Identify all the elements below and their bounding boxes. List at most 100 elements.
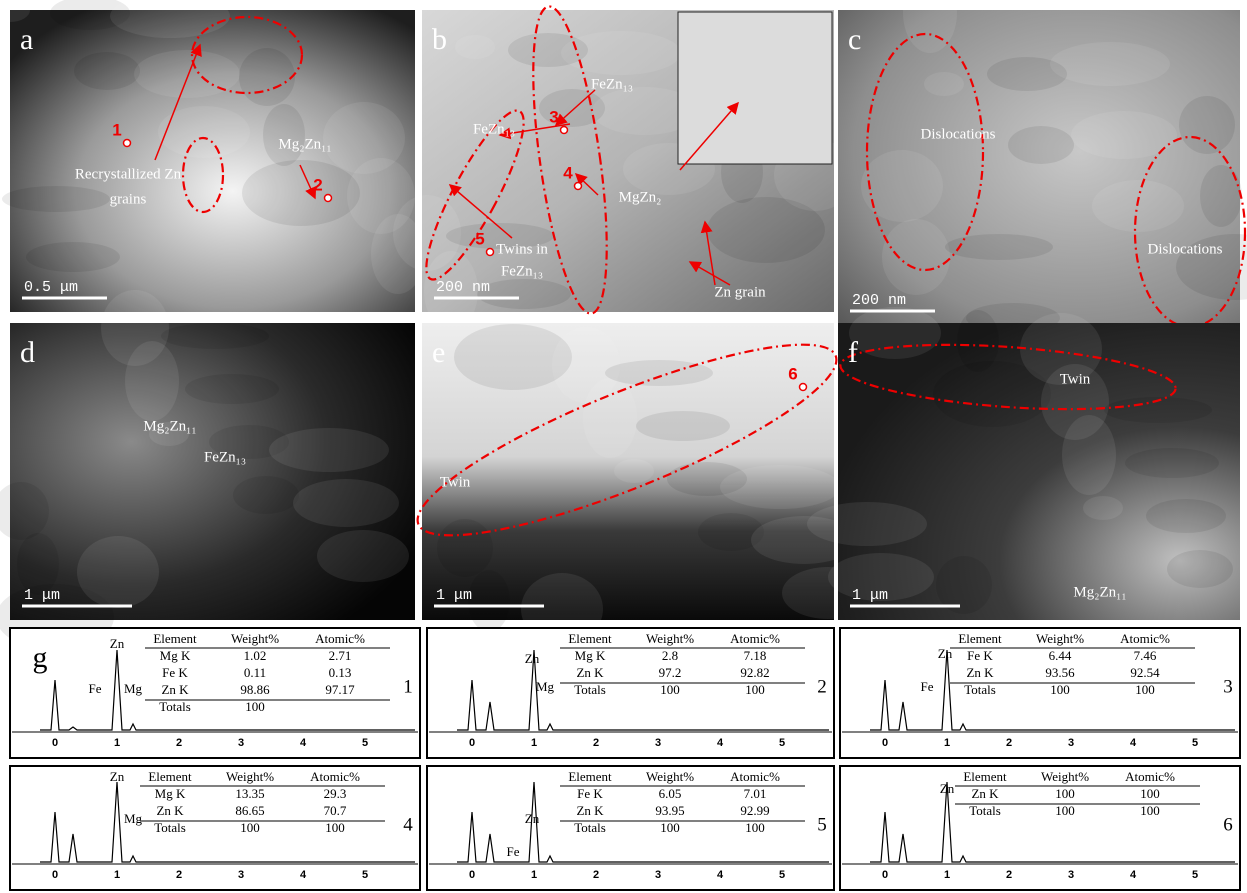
axis-tick-label: 3 xyxy=(655,737,661,749)
table-header: Weight% xyxy=(646,631,694,646)
spot-number: 2 xyxy=(313,175,322,194)
table-cell: Fe K xyxy=(967,648,993,663)
table-cell: 92.99 xyxy=(740,803,769,818)
table-cell: Fe K xyxy=(577,786,603,801)
grain xyxy=(317,530,409,582)
table-cell: Zn K xyxy=(161,682,189,697)
annotation: Twins in xyxy=(496,241,548,257)
annotation: Dislocations xyxy=(921,126,996,142)
peak-label: Mg xyxy=(124,811,143,826)
table-header: Atomic% xyxy=(315,631,365,646)
axis-tick-label: 4 xyxy=(717,869,724,881)
axis-tick-label: 1 xyxy=(114,737,120,749)
table-header: Atomic% xyxy=(1120,631,1170,646)
table-cell: Zn K xyxy=(156,803,184,818)
table-header: Element xyxy=(958,631,1002,646)
table-cell: Mg K xyxy=(575,648,606,663)
axis-tick-label: 2 xyxy=(176,869,182,881)
axis-tick-label: 2 xyxy=(176,737,182,749)
axis-tick-label: 2 xyxy=(593,737,599,749)
axis-tick-label: 1 xyxy=(531,869,537,881)
grain xyxy=(26,242,120,272)
axis-tick-label: 4 xyxy=(300,737,307,749)
table-cell: Totals xyxy=(574,682,606,697)
annotation: FeZn₁₃ xyxy=(591,76,633,92)
grain xyxy=(552,327,620,403)
panel-label: b xyxy=(432,23,447,56)
table-cell: Totals xyxy=(159,699,191,714)
table-header: Element xyxy=(148,769,192,784)
table-cell: 100 xyxy=(1055,803,1075,818)
axis-tick-label: 1 xyxy=(944,869,950,881)
grain xyxy=(945,234,1053,260)
table-header: Weight% xyxy=(646,769,694,784)
grain xyxy=(861,150,943,222)
axis-tick-label: 3 xyxy=(238,869,244,881)
grain xyxy=(636,411,730,441)
axis-tick-label: 5 xyxy=(362,737,368,749)
annotation: FeZn₁₃ xyxy=(501,263,543,279)
table-cell: Totals xyxy=(964,682,996,697)
axis-tick-label: 3 xyxy=(238,737,244,749)
eds-frame xyxy=(840,766,1240,890)
panel-label: g xyxy=(33,641,48,674)
table-header: Element xyxy=(568,631,612,646)
annotation: Dislocations xyxy=(1148,241,1223,257)
scale-bar-label: 1 μm xyxy=(24,587,60,604)
table-header: Atomic% xyxy=(730,769,780,784)
grain xyxy=(134,50,240,98)
axis-tick-label: 5 xyxy=(1192,737,1198,749)
spot-number: 3 xyxy=(549,107,558,126)
peak-label: Zn xyxy=(525,651,540,666)
analysis-spot xyxy=(800,384,807,391)
grain xyxy=(924,72,964,96)
axis-tick-label: 2 xyxy=(1006,869,1012,881)
analysis-spot xyxy=(575,183,582,190)
annotation: Mg₂Zn₁₁ xyxy=(1073,584,1126,600)
axis-tick-label: 5 xyxy=(362,869,368,881)
table-cell: 100 xyxy=(660,820,680,835)
grain xyxy=(158,106,250,158)
table-cell: 2.8 xyxy=(662,648,678,663)
table-cell: 86.65 xyxy=(235,803,264,818)
inset-image xyxy=(678,12,832,164)
spot-number: 5 xyxy=(475,229,484,248)
table-cell: 7.18 xyxy=(744,648,767,663)
table-header: Atomic% xyxy=(310,769,360,784)
spot-reference: 1 xyxy=(403,676,413,697)
grain xyxy=(2,186,110,212)
peak-label: Mg xyxy=(124,681,143,696)
spot-reference: 4 xyxy=(403,814,413,835)
table-cell: Zn K xyxy=(576,665,604,680)
panel-label: e xyxy=(432,336,445,369)
grain xyxy=(1179,96,1235,154)
peak-label: Fe xyxy=(921,679,934,694)
table-cell: Fe K xyxy=(162,665,188,680)
analysis-spot xyxy=(561,127,568,134)
table-cell: 100 xyxy=(1140,786,1160,801)
scale-bar-label: 1 μm xyxy=(436,587,472,604)
table-cell: 13.35 xyxy=(235,786,264,801)
table-header: Element xyxy=(963,769,1007,784)
grain xyxy=(239,48,295,106)
axis-tick-label: 2 xyxy=(593,869,599,881)
peak-label: Zn xyxy=(110,636,125,651)
table-cell: 98.86 xyxy=(240,682,270,697)
table-cell: 97.17 xyxy=(325,682,355,697)
grain xyxy=(269,428,389,472)
table-cell: 0.11 xyxy=(244,665,266,680)
analysis-spot xyxy=(487,249,494,256)
axis-tick-label: 5 xyxy=(779,869,785,881)
table-cell: 0.13 xyxy=(329,665,352,680)
axis-tick-label: 1 xyxy=(114,869,120,881)
table-cell: 100 xyxy=(1050,682,1070,697)
spot-number: 1 xyxy=(112,120,121,139)
table-cell: 100 xyxy=(240,820,260,835)
axis-tick-label: 0 xyxy=(882,737,888,749)
annotation: Mg₂Zn₁₁ xyxy=(143,418,196,434)
grain xyxy=(77,536,159,608)
grain xyxy=(1125,448,1219,478)
analysis-spot xyxy=(124,140,131,147)
table-cell: 70.7 xyxy=(324,803,347,818)
axis-tick-label: 0 xyxy=(469,737,475,749)
